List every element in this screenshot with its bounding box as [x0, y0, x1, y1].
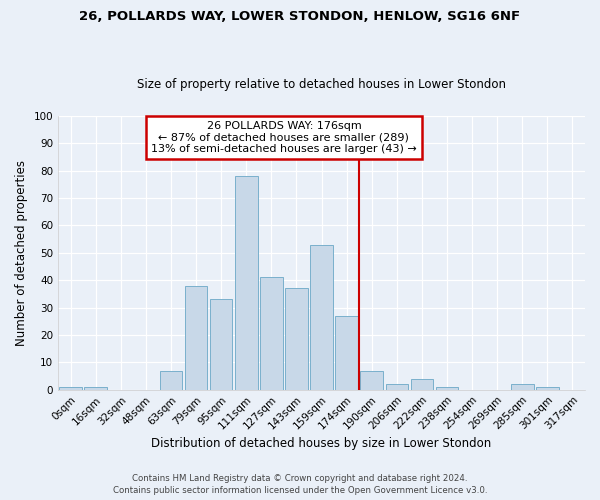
- Bar: [160, 370, 182, 390]
- Bar: [335, 316, 358, 390]
- Bar: [235, 176, 257, 390]
- Bar: [210, 300, 232, 390]
- Bar: [511, 384, 533, 390]
- Text: 26, POLLARDS WAY, LOWER STONDON, HENLOW, SG16 6NF: 26, POLLARDS WAY, LOWER STONDON, HENLOW,…: [79, 10, 521, 23]
- Text: Contains HM Land Registry data © Crown copyright and database right 2024.
Contai: Contains HM Land Registry data © Crown c…: [113, 474, 487, 495]
- Bar: [185, 286, 208, 390]
- Bar: [285, 288, 308, 390]
- Bar: [536, 387, 559, 390]
- Bar: [260, 278, 283, 390]
- Bar: [310, 244, 333, 390]
- X-axis label: Distribution of detached houses by size in Lower Stondon: Distribution of detached houses by size …: [151, 437, 491, 450]
- Title: Size of property relative to detached houses in Lower Stondon: Size of property relative to detached ho…: [137, 78, 506, 91]
- Text: 26 POLLARDS WAY: 176sqm
← 87% of detached houses are smaller (289)
13% of semi-d: 26 POLLARDS WAY: 176sqm ← 87% of detache…: [151, 122, 417, 154]
- Bar: [436, 387, 458, 390]
- Y-axis label: Number of detached properties: Number of detached properties: [15, 160, 28, 346]
- Bar: [386, 384, 408, 390]
- Bar: [59, 387, 82, 390]
- Bar: [410, 379, 433, 390]
- Bar: [85, 387, 107, 390]
- Bar: [361, 370, 383, 390]
